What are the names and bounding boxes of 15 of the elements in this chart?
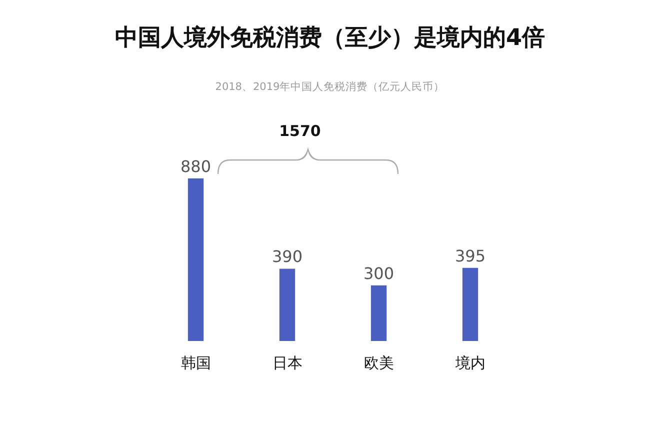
chart-title: 中国人境外免税消费（至少）是境内的4倍 [114, 24, 546, 53]
x-tick-label: 日本 [272, 354, 302, 372]
bar [370, 285, 387, 341]
text: 1570 [278, 122, 322, 140]
data-label: 390 [272, 247, 303, 266]
bar [279, 268, 296, 341]
x-tick-label: 欧美 [364, 354, 394, 372]
bar [188, 178, 204, 341]
bar [462, 268, 478, 341]
data-label: 880 [180, 156, 212, 176]
data-label: 300 [363, 264, 394, 283]
data-label: 395 [454, 246, 486, 266]
chart-subtitle: 2018、2019年中国人免税消费（亿元人民币） [214, 80, 446, 94]
x-tick-label: 韩国 [180, 354, 211, 372]
x-tick-label: 境内 [454, 354, 486, 372]
